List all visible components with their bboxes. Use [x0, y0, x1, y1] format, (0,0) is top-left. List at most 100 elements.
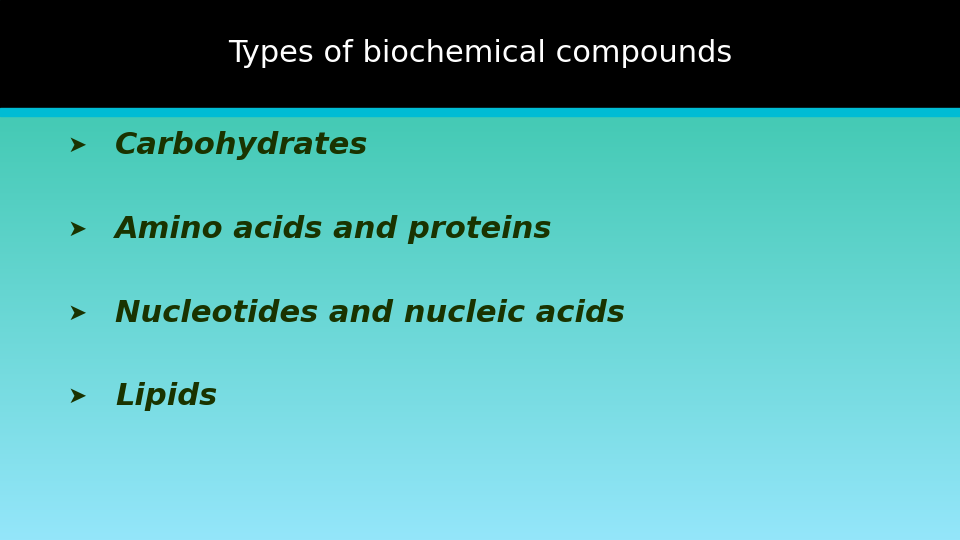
Bar [0, 143, 960, 145]
Bar [0, 163, 960, 165]
Bar [0, 467, 960, 469]
Bar [0, 65, 960, 66]
Bar [0, 472, 960, 474]
Bar [0, 131, 960, 132]
Bar [0, 448, 960, 449]
Bar [0, 17, 960, 19]
Bar [0, 424, 960, 426]
Bar [0, 94, 960, 96]
Bar [0, 462, 960, 463]
Bar [0, 76, 960, 77]
Bar [0, 157, 960, 158]
Bar [0, 508, 960, 509]
Bar [0, 204, 960, 205]
Bar [0, 246, 960, 247]
Bar [0, 81, 960, 82]
Bar [0, 224, 960, 226]
Bar [0, 410, 960, 411]
Bar [0, 71, 960, 73]
Bar [0, 107, 960, 108]
Bar [0, 436, 960, 437]
Bar [0, 487, 960, 489]
Bar [0, 208, 960, 209]
Bar [0, 89, 960, 90]
Bar [0, 177, 960, 178]
Bar [0, 476, 960, 478]
Bar [0, 57, 960, 58]
Bar [0, 206, 960, 208]
Bar [0, 408, 960, 409]
Bar [0, 362, 960, 363]
Text: ➤: ➤ [67, 134, 86, 157]
Bar [0, 405, 960, 406]
Bar [0, 154, 960, 156]
Bar [0, 433, 960, 435]
Bar [0, 413, 960, 415]
Bar [0, 69, 960, 70]
Bar [0, 31, 960, 32]
Bar [0, 78, 960, 79]
Bar [0, 120, 960, 122]
Bar [0, 249, 960, 251]
Bar [0, 351, 960, 352]
Bar [0, 300, 960, 301]
Bar [0, 440, 960, 442]
Bar [0, 293, 960, 294]
Bar [0, 28, 960, 30]
Bar [0, 39, 960, 40]
Bar [0, 368, 960, 370]
Bar [0, 521, 960, 523]
Bar [0, 404, 960, 405]
Bar [0, 146, 960, 147]
Bar [0, 282, 960, 284]
Bar [0, 537, 960, 539]
Bar [0, 383, 960, 384]
Bar [0, 200, 960, 201]
Bar [0, 159, 960, 160]
Bar [0, 162, 960, 163]
Bar [0, 480, 960, 481]
Bar [0, 61, 960, 62]
Bar [0, 437, 960, 438]
Bar [0, 528, 960, 529]
Bar [0, 359, 960, 361]
Bar [0, 185, 960, 186]
Bar [0, 372, 960, 373]
Bar [0, 374, 960, 375]
Bar [0, 183, 960, 184]
Bar [0, 256, 960, 258]
Bar [0, 418, 960, 420]
Bar [0, 502, 960, 503]
Bar [0, 5, 960, 6]
Bar [0, 318, 960, 319]
Bar [0, 220, 960, 221]
Bar [0, 363, 960, 364]
Bar [0, 152, 960, 154]
Bar [0, 278, 960, 280]
Bar [0, 43, 960, 45]
Bar [0, 298, 960, 300]
Bar [0, 451, 960, 453]
Bar [0, 463, 960, 464]
Bar [0, 11, 960, 12]
Bar [0, 109, 960, 111]
Bar [0, 454, 960, 455]
Bar [0, 22, 960, 23]
Bar [0, 42, 960, 43]
Bar [0, 458, 960, 459]
Bar [0, 205, 960, 206]
Bar [0, 214, 960, 216]
Bar [0, 377, 960, 378]
Bar [0, 285, 960, 286]
Bar [0, 280, 960, 281]
Bar [0, 251, 960, 252]
Bar [0, 4, 960, 5]
Bar [0, 23, 960, 24]
Bar [0, 123, 960, 124]
Bar [0, 474, 960, 475]
Bar [0, 336, 960, 338]
Bar [0, 86, 960, 87]
Text: ➤: ➤ [67, 218, 86, 241]
Bar [0, 191, 960, 192]
Bar [0, 211, 960, 212]
